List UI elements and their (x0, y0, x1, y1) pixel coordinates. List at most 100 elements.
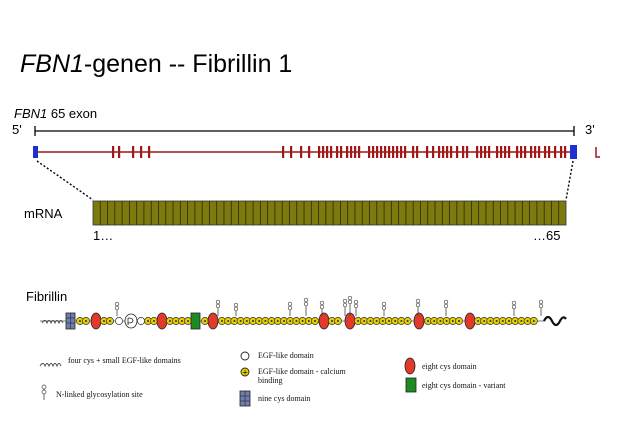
legend-egf-icon (240, 351, 250, 361)
glycosylation-site (114, 301, 120, 316)
exon-55 (538, 146, 541, 158)
legend-glyco-icon (41, 384, 47, 400)
exon-20 (358, 146, 361, 158)
eight-cys-domain (413, 312, 425, 330)
mrna-start-label: 1… (93, 228, 114, 243)
page-title: FBN1-genen -- Fibrillin 1 (20, 50, 292, 79)
projection-line-right (565, 160, 574, 201)
exon-31 (412, 146, 415, 158)
exon-27 (392, 146, 395, 158)
exon-25 (384, 146, 387, 158)
last-exon (570, 145, 577, 159)
gene-continuation-mark (595, 147, 600, 158)
glycosylation-site (233, 302, 239, 316)
eight-cys-domain (156, 312, 168, 330)
egf-ca-domain (261, 317, 270, 325)
exon-37 (446, 146, 449, 158)
exon-7 (282, 146, 285, 158)
egf-domain (137, 317, 145, 325)
egf-ca-domain (455, 317, 463, 325)
exon-28 (396, 146, 399, 158)
egf-ca-domain (311, 317, 319, 325)
exon-12 (322, 146, 325, 158)
exon-3 (118, 146, 121, 158)
mrna-label: mRNA (24, 206, 63, 221)
exon-60 (564, 146, 567, 158)
exon-40 (462, 146, 465, 158)
exon-50 (516, 146, 519, 158)
eight-cys-variant-domain (190, 312, 201, 330)
glycosylation-site (303, 297, 309, 316)
legend-egf-ca-text: EGF-like domain - calcium binding (258, 367, 346, 385)
exon-45 (488, 146, 491, 158)
legend-glyco-text: N-linked glycosylation site (56, 390, 143, 399)
legend-four-cys-text: four cys + small EGF-like domains (68, 356, 181, 365)
exon-count-label: 65 exon (47, 106, 98, 121)
glycosylation-site (511, 300, 517, 316)
glycosylation-site (538, 299, 544, 316)
exon-17 (346, 146, 349, 158)
legend-nine-cys-text: nine cys domain (258, 394, 311, 403)
fibrillin-domain-chain (40, 295, 567, 330)
mrna-exon-dividers (99, 201, 560, 225)
exon-24 (380, 146, 383, 158)
egf-ca-domain (100, 317, 108, 325)
glycosylation-site (215, 299, 221, 316)
egf-ca-domain (184, 317, 192, 325)
gene-label: FBN1 65 exon (14, 106, 97, 121)
exon-36 (442, 146, 445, 158)
exon-52 (524, 146, 527, 158)
nine-cys-domain (65, 312, 76, 330)
exon-9 (300, 146, 303, 158)
exon-8 (290, 146, 293, 158)
first-exon (33, 146, 38, 158)
legend-eight-cys-text: eight cys domain (422, 362, 477, 371)
eight-cys-domain (90, 312, 102, 330)
five-prime-label: 5' (12, 122, 22, 137)
exon-44 (484, 146, 487, 158)
gene-name: FBN1 (14, 106, 48, 121)
exon-38 (450, 146, 453, 158)
egf-ca-domain (292, 317, 301, 325)
legend-eight-cys-icon (404, 357, 416, 375)
exon-16 (340, 146, 343, 158)
exon-39 (456, 146, 459, 158)
glycosylation-site (443, 299, 449, 316)
exon-11 (318, 146, 321, 158)
eight-cys-domain (318, 312, 330, 330)
exon-32 (416, 146, 419, 158)
egf-ca-domain (334, 317, 342, 325)
exon-6 (148, 146, 151, 158)
proline-rich-domain (124, 313, 138, 329)
egf-domain (115, 317, 123, 325)
exon-48 (504, 146, 507, 158)
egf-ca-domain (498, 317, 507, 325)
glycosylation-site (381, 301, 387, 316)
exon-group (112, 146, 567, 158)
glycosylation-site (342, 298, 348, 316)
exon-56 (544, 146, 547, 158)
exon-34 (432, 146, 435, 158)
three-prime-label: 3' (585, 122, 595, 137)
eight-cys-domain (207, 312, 219, 330)
exon-15 (336, 146, 339, 158)
exon-21 (368, 146, 371, 158)
c-terminal-tail (543, 315, 567, 327)
glycosylation-site (415, 298, 421, 316)
exon-19 (354, 146, 357, 158)
exon-18 (350, 146, 353, 158)
egf-ca-domain (328, 317, 336, 325)
exon-26 (388, 146, 391, 158)
exon-33 (426, 146, 429, 158)
exon-46 (496, 146, 499, 158)
exon-53 (530, 146, 533, 158)
legend-variant-text: eight cys domain - variant (422, 381, 506, 390)
exon-29 (400, 146, 403, 158)
title-rest: -genen -- Fibrillin 1 (83, 50, 293, 78)
exon-58 (554, 146, 557, 158)
egf-ca-domain (82, 317, 90, 325)
exon-4 (132, 146, 135, 158)
egf-ca-domain (492, 317, 501, 325)
egf-ca-domain (304, 317, 313, 325)
legend-egf-text: EGF-like domain (258, 351, 314, 360)
